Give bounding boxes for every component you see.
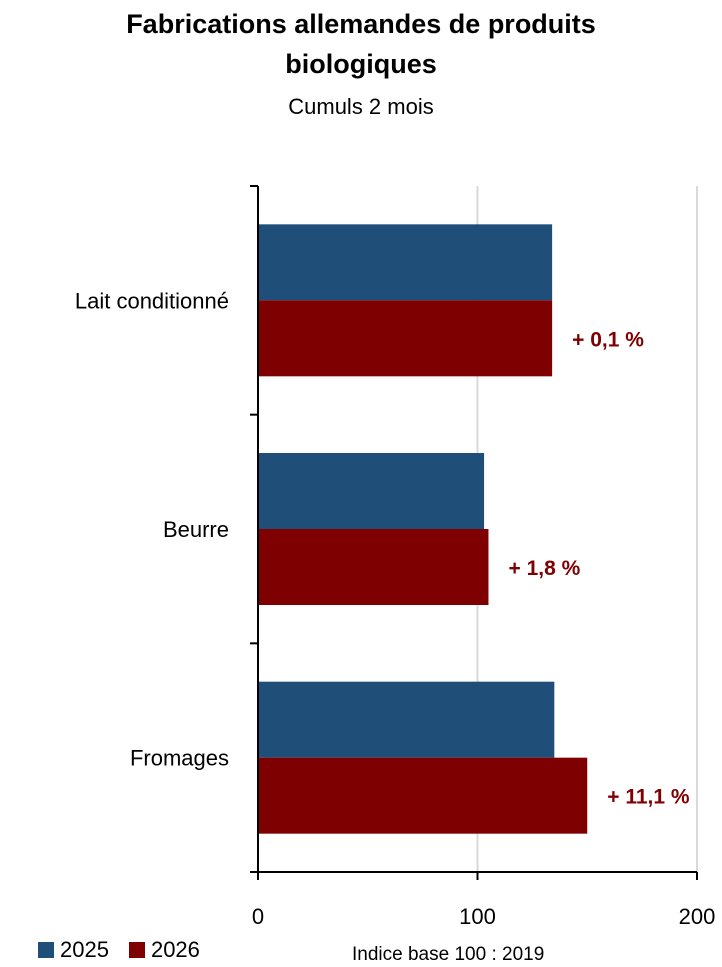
category-label-1: Beurre	[163, 517, 229, 542]
legend-swatch-2026	[128, 942, 145, 958]
data-label-0: + 0,1 %	[572, 328, 644, 351]
data-label-2: + 11,1 %	[607, 786, 690, 809]
legend-label-2025: 2025	[60, 937, 109, 962]
bar-2026-1	[258, 529, 489, 605]
bar-2025-2	[258, 681, 555, 758]
legend-item-2026: 2026	[128, 937, 200, 963]
legend-item-2025: 2025	[38, 937, 109, 963]
chart-title-line-1: Fabrications allemandes de produits	[126, 9, 596, 39]
x-tick-label-200: 200	[679, 904, 716, 929]
chart-subtitle: Cumuls 2 mois	[288, 94, 434, 119]
legend: 2025 2026	[38, 937, 220, 963]
chart-title: Fabrications allemandes de produits biol…	[0, 4, 722, 84]
x-tick-label-0: 0	[252, 904, 264, 929]
data-label-1: + 1,8 %	[508, 557, 580, 580]
category-label-0: Lait conditionné	[75, 288, 229, 313]
bar-2026-0	[258, 300, 553, 377]
category-label-2: Fromages	[130, 746, 229, 771]
legend-swatch-2025	[38, 942, 54, 958]
chart-title-line-2: biologiques	[285, 49, 437, 79]
x-axis-title: Indice base 100 : 2019	[352, 944, 545, 965]
x-tick-label-100: 100	[459, 904, 496, 929]
bar-2025-0	[258, 224, 553, 301]
legend-label-2026: 2026	[150, 937, 200, 962]
bar-2025-1	[258, 453, 485, 529]
bar-2026-2	[258, 757, 588, 834]
